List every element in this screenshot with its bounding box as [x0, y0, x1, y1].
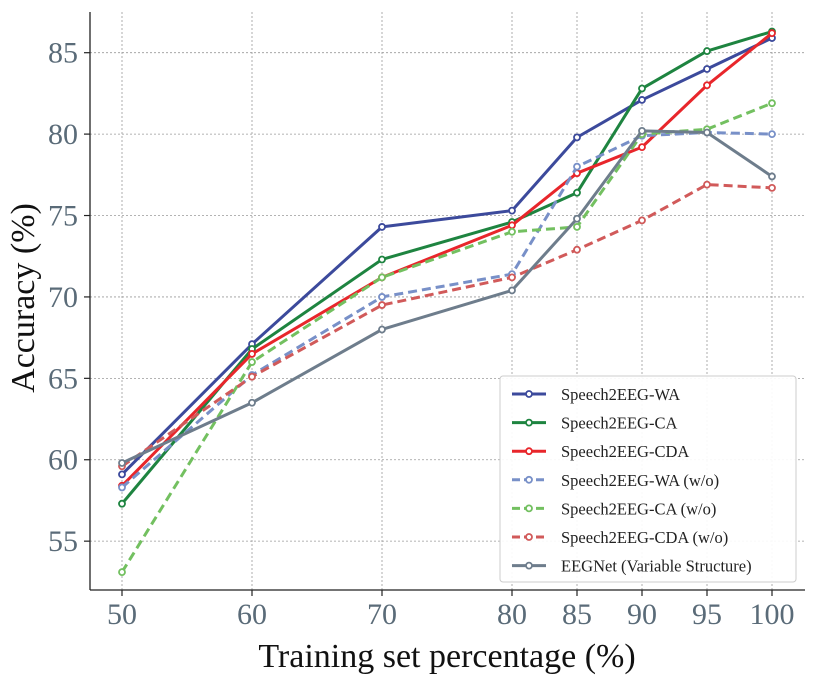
legend-swatch-marker	[525, 390, 533, 398]
y-axis-label: Accuracy (%)	[5, 203, 42, 393]
y-tick-label: 70	[48, 281, 78, 314]
series-speech2eeg-wa	[118, 34, 776, 479]
legend-item: Speech2EEG-CA (w/o)	[512, 499, 716, 518]
data-point	[768, 183, 776, 192]
y-tick-label: 85	[48, 37, 78, 70]
y-tick-label: 75	[48, 200, 78, 233]
legend-item: EEGNet (Variable Structure)	[512, 557, 752, 576]
legend-swatch-marker	[525, 504, 533, 513]
data-point	[248, 398, 256, 407]
series-line	[121, 183, 773, 468]
x-tick-label: 85	[562, 598, 592, 631]
legend-label: Speech2EEG-CDA	[561, 442, 689, 461]
data-point	[508, 206, 516, 215]
data-point	[378, 301, 386, 309]
series-line	[120, 31, 773, 487]
series-line	[120, 36, 773, 476]
data-point	[508, 273, 516, 282]
data-point	[703, 128, 711, 137]
y-tick-label: 80	[48, 118, 78, 151]
data-series	[118, 27, 776, 576]
data-point	[118, 568, 126, 576]
data-point	[573, 162, 581, 171]
legend-swatch-marker	[525, 561, 533, 570]
data-point	[768, 29, 776, 38]
data-point	[573, 188, 581, 197]
data-point	[118, 499, 126, 508]
y-tick-label: 65	[48, 362, 78, 395]
data-point	[768, 130, 776, 139]
data-point	[768, 99, 776, 108]
data-point	[508, 286, 516, 295]
data-point	[378, 223, 386, 231]
legend-item: Speech2EEG-CDA	[512, 442, 689, 461]
data-point	[118, 459, 126, 467]
legend-label: Speech2EEG-WA	[561, 385, 680, 404]
data-point	[508, 227, 516, 236]
data-point	[118, 483, 126, 492]
legend-swatch-marker	[525, 533, 533, 541]
data-point	[508, 221, 516, 230]
x-tick-label: 50	[107, 598, 137, 631]
series-line	[120, 101, 773, 573]
data-point	[703, 65, 711, 73]
data-point	[573, 245, 581, 254]
legend-item: Speech2EEG-CDA (w/o)	[512, 528, 728, 547]
data-point	[703, 47, 711, 55]
series-speech2eeg-cda	[118, 29, 776, 490]
x-tick-label: 90	[627, 598, 657, 631]
legend-item: Speech2EEG-CA	[512, 414, 677, 433]
data-point	[638, 216, 646, 225]
x-tick-label: 80	[497, 598, 527, 631]
x-axis-label: Training set percentage (%)	[258, 638, 635, 675]
data-point	[378, 273, 386, 282]
data-point	[638, 126, 646, 135]
series-line	[120, 30, 773, 505]
axes-frame	[84, 12, 805, 596]
data-point	[573, 223, 581, 231]
data-point	[638, 96, 646, 104]
legend-swatch-marker	[525, 447, 533, 456]
x-tick-label: 100	[750, 598, 795, 631]
legend-label: Speech2EEG-CA	[561, 414, 677, 433]
legend: Speech2EEG-WA Speech2EEG-CA Speech2EEG-CDA…	[499, 375, 797, 583]
legend-label: Speech2EEG-CA (w/o)	[561, 499, 716, 518]
legend-swatch-marker	[525, 418, 533, 427]
data-point	[248, 350, 256, 358]
data-point	[768, 172, 776, 181]
series-line	[121, 129, 773, 465]
legend-box	[499, 375, 797, 583]
data-point	[378, 255, 386, 264]
data-point	[248, 372, 256, 381]
x-tick-labels: 50 60 70 80 85 90 95 100	[107, 598, 795, 631]
legend-label: Speech2EEG-WA (w/o)	[561, 471, 719, 490]
y-tick-labels: 55 60 65 70 75 80 85	[48, 37, 78, 558]
legend-label: Speech2EEG-CDA (w/o)	[561, 528, 728, 547]
data-point	[703, 180, 711, 189]
data-point	[118, 470, 126, 479]
data-point	[573, 214, 581, 223]
legend-item: Speech2EEG-WA (w/o)	[512, 471, 719, 490]
data-point	[638, 143, 646, 152]
series-eegnet-variable-structure	[118, 126, 776, 467]
data-point	[703, 81, 711, 90]
legend-label: EEGNet (Variable Structure)	[561, 557, 752, 576]
legend-item: Speech2EEG-WA	[512, 385, 680, 404]
x-tick-label: 60	[237, 598, 267, 631]
data-point	[378, 325, 386, 334]
data-point	[638, 84, 646, 93]
legend-swatch-marker	[525, 475, 533, 484]
data-point	[248, 358, 256, 366]
y-tick-label: 55	[48, 525, 78, 558]
data-point	[573, 133, 581, 142]
data-point	[378, 293, 386, 301]
x-tick-label: 70	[367, 598, 397, 631]
y-tick-label: 60	[48, 444, 78, 477]
x-tick-label: 95	[692, 598, 722, 631]
